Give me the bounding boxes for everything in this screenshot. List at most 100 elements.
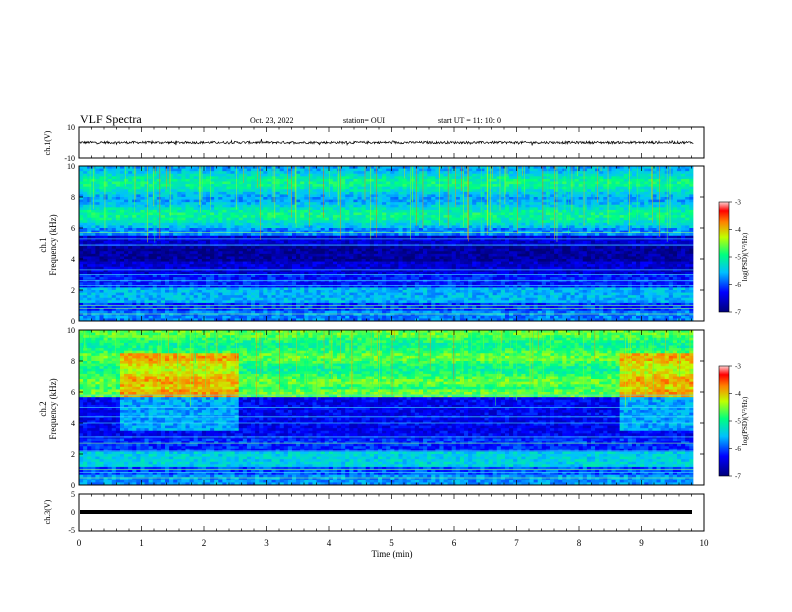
spectrogram-cell [267, 297, 272, 301]
spectrogram-cell [79, 215, 84, 219]
spectrogram-cell [386, 292, 391, 296]
spectrogram-cell [238, 259, 244, 262]
spectrogram-cell [246, 284, 252, 288]
spectrogram-cell [140, 248, 145, 252]
spectrogram-cell [390, 310, 395, 314]
spectrogram-cell [365, 318, 371, 322]
spectrogram-cell [275, 230, 281, 234]
spectrogram-cell [390, 264, 395, 268]
spectrogram-cell [132, 284, 137, 288]
spectrogram-cell [201, 176, 207, 180]
spectrogram-cell [148, 209, 154, 213]
spectrogram-cell [230, 269, 236, 273]
spectrogram-cell [320, 181, 326, 185]
spectrogram-cell [115, 199, 121, 203]
spectrogram-cell [283, 168, 289, 172]
spectrogram-cell [320, 261, 326, 265]
spectrogram-cell [353, 186, 358, 190]
spectrogram-cell [83, 308, 88, 312]
spectrogram-cell [394, 310, 399, 314]
spectrogram-cell [111, 171, 117, 175]
spectrogram-cell [99, 199, 104, 203]
spectrogram-cell [414, 253, 420, 257]
spectrogram-cell [394, 274, 399, 278]
spectrogram-cell [283, 308, 289, 312]
spectrogram-cell [83, 248, 88, 252]
spectrogram-cell [353, 238, 358, 242]
spectrogram-cell [226, 199, 231, 203]
spectrogram-cell [111, 302, 117, 306]
spectrogram-cell [386, 230, 391, 234]
spectrogram-cell [91, 261, 96, 265]
spectrogram-cell [316, 261, 322, 265]
spectrogram-cell [406, 204, 412, 208]
spectrogram-cell [390, 173, 395, 177]
spectrogram-cell [230, 295, 236, 299]
spectrogram-cell [279, 207, 285, 211]
spectrogram-cell [173, 197, 178, 200]
spectrogram-cell [87, 284, 92, 288]
spectrogram-cell [87, 264, 92, 268]
spectrogram-cell [87, 251, 92, 255]
spectrogram-cell [402, 271, 408, 275]
spectrogram-cell [111, 222, 117, 226]
spectrogram-cell [259, 202, 264, 206]
spectrogram-cell [210, 318, 215, 322]
spectrogram-cell [259, 166, 264, 169]
spectrogram-cell [386, 251, 391, 255]
spectrogram-cell [406, 191, 412, 195]
spectrogram-cell [230, 251, 236, 255]
spectrogram-cell [140, 230, 145, 234]
spectrogram-cell [398, 207, 403, 211]
spectrogram-cell [378, 256, 383, 260]
spectrogram-cell [398, 300, 403, 304]
spectrogram-cell [394, 259, 399, 262]
spectrogram-cell [169, 279, 174, 283]
spectrogram-cell [382, 176, 387, 180]
spectrogram-cell [296, 233, 301, 237]
spectrogram-cell [312, 256, 317, 260]
spectrogram-cell [251, 269, 256, 273]
spectrogram-cell [144, 266, 150, 270]
spectrogram-cell [210, 204, 215, 208]
spectrogram-cell [304, 168, 309, 172]
spectrogram-cell [99, 292, 104, 296]
spectrogram-cell [218, 274, 223, 278]
spectrogram-cell [115, 207, 121, 211]
spectrogram-cell [230, 246, 236, 250]
spectrogram-cell [353, 292, 358, 296]
spectrogram-cell [328, 282, 334, 286]
spectrogram-cell [386, 271, 391, 275]
spectrogram-cell [287, 261, 293, 265]
spectrogram-cell [148, 295, 154, 299]
spectrogram-cell [214, 259, 219, 262]
spectrogram-cell [160, 181, 166, 185]
spectrogram-cell [275, 173, 281, 177]
spectrogram-cell [197, 246, 203, 250]
spectrogram-cell [140, 202, 145, 206]
spectrogram-cell [378, 194, 383, 198]
spectrogram-cell [390, 189, 395, 193]
spectrogram-cell [263, 305, 268, 309]
spectrogram-cell [156, 184, 162, 188]
spectrogram-cell [312, 209, 317, 213]
spectrogram-cell [87, 173, 92, 177]
spectrogram-cell [386, 284, 391, 288]
spectrogram-cell [312, 228, 317, 231]
spectrogram-cell [267, 259, 272, 262]
spectrogram-cell [394, 246, 399, 250]
spectrogram-cell [382, 173, 387, 177]
spectrogram-cell [365, 204, 371, 208]
spectrogram-cell [242, 238, 248, 242]
spectrogram-cell [214, 222, 219, 226]
spectrogram-cell [165, 212, 170, 216]
spectrogram-cell [337, 310, 342, 314]
spectrogram-cell [300, 209, 305, 213]
spectrogram-cell [201, 191, 207, 195]
spectrogram-cell [201, 207, 207, 211]
spectrogram-cell [263, 168, 268, 172]
spectrogram-cell [296, 217, 301, 221]
spectrogram-cell [132, 266, 137, 270]
spectrogram-cell [148, 253, 154, 257]
spectrogram-cell [402, 259, 408, 262]
